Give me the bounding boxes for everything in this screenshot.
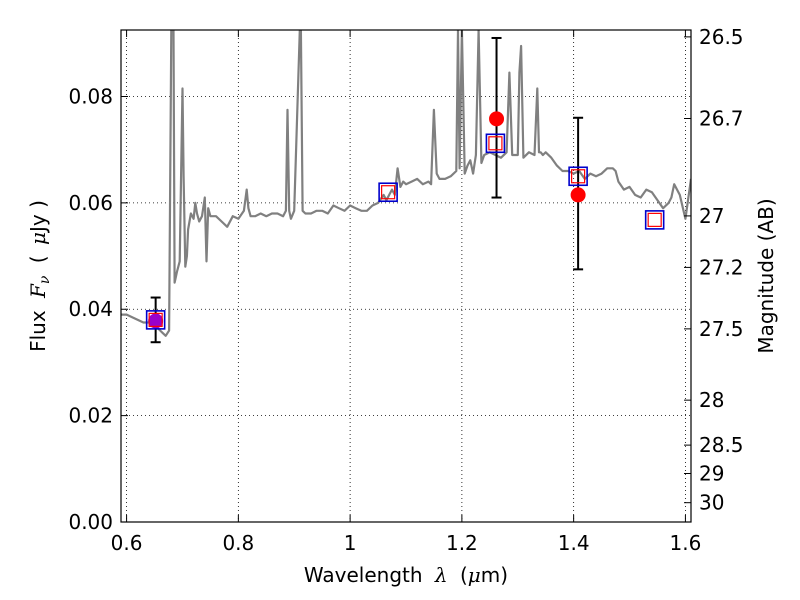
model-point — [644, 210, 665, 230]
axes-frame — [120, 29, 692, 523]
model-spectrum-line — [121, 30, 691, 337]
magnitude-tick-label: 27.2 — [699, 255, 744, 279]
model-point-inner — [647, 212, 662, 227]
y-axis-label-open: ( — [26, 255, 50, 263]
model-point-inner — [571, 169, 586, 184]
x-tick-label: 1.6 — [670, 531, 702, 555]
observed-point — [489, 111, 505, 127]
magnitude-tick-label: 26.5 — [699, 25, 744, 49]
magnitude-tick-label: 28 — [699, 388, 724, 412]
x-tick-label: 0.8 — [222, 531, 254, 555]
y-tick-label: 0.00 — [68, 510, 113, 534]
model-point-inner — [488, 136, 503, 151]
y-axis-label-unit: Jy ) — [26, 200, 50, 234]
plot-area — [121, 30, 691, 522]
x-axis-label-unit: m) — [481, 563, 508, 587]
observed-point — [148, 313, 164, 329]
magnitude-tick-label: 28.5 — [699, 433, 744, 457]
magnitude-tick-label: 27 — [699, 204, 724, 228]
model-point — [378, 182, 398, 203]
x-axis-label-symbol: λ — [434, 563, 448, 587]
magnitude-tick-label: 29 — [699, 461, 724, 485]
x-axis-label: Wavelength λ (μm) — [304, 563, 508, 587]
magnitude-tick-label: 26.7 — [699, 106, 744, 130]
y-axis-label-unit-symbol: μ — [26, 232, 50, 245]
magnitude-axis-label: Magnitude (AB) — [754, 198, 778, 353]
model-point-inner — [148, 312, 163, 327]
model-point — [145, 310, 166, 330]
x-axis-label-text: Wavelength — [304, 563, 423, 587]
y-axis-label-text: Flux — [26, 310, 50, 352]
y-tick-label: 0.06 — [68, 191, 113, 215]
y-axis-ticks: 0.00 0.02 0.04 0.06 0.08 — [68, 84, 128, 534]
x-axis-label-unit-symbol: μ — [468, 563, 481, 587]
observed-points — [148, 111, 586, 329]
model-point — [568, 166, 588, 187]
x-axis-ticks: 0.6 0.8 1 1.2 1.4 1.6 — [111, 30, 702, 555]
y-axis-label: Flux Fν ( μJy ) — [26, 200, 54, 352]
grid — [121, 30, 691, 522]
x-tick-label: 1 — [344, 531, 357, 555]
y-axis-label-symbol: F — [26, 283, 50, 299]
x-tick-label: 0.6 — [111, 531, 143, 555]
observed-point — [570, 187, 586, 203]
y-tick-label: 0.02 — [68, 404, 113, 428]
x-tick-label: 1.2 — [446, 531, 478, 555]
magnitude-tick-label: 27.5 — [699, 317, 744, 341]
model-point-inner — [381, 185, 396, 200]
magnitude-axis-ticks: 26.5 26.7 27 27.2 27.5 28 28.5 29 30 — [684, 25, 744, 515]
y-axis-label-subscript: ν — [37, 275, 53, 284]
y-tick-label: 0.04 — [68, 297, 113, 321]
x-axis-label-open: ( — [460, 563, 468, 587]
y-tick-label: 0.08 — [68, 84, 113, 108]
model-point — [485, 133, 506, 154]
model-photometry-points — [145, 133, 665, 330]
magnitude-tick-label: 30 — [699, 491, 724, 515]
x-tick-label: 1.4 — [558, 531, 590, 555]
